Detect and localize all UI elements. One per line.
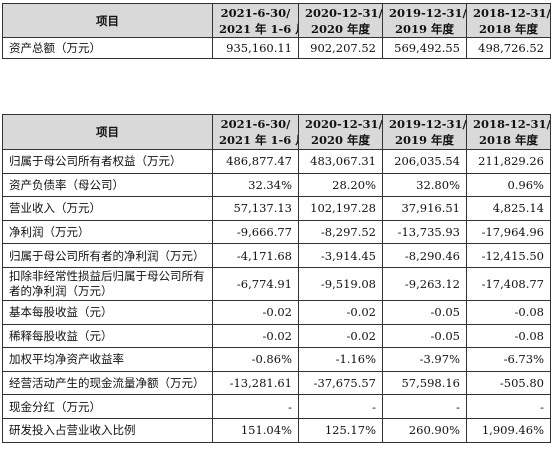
cell-2020: 483,067.31 (298, 149, 383, 174)
row-label: 经营活动产生的现金流量净额（万元） (2, 370, 213, 396)
header-2020: 2020-12-31/2020 年度 (298, 3, 383, 38)
cell-2019: -8,290.46 (382, 243, 467, 268)
cell-2020: 902,207.52 (298, 37, 383, 59)
row-label: 资产负债率（母公司） (2, 172, 213, 198)
table-row: 归属于母公司所有者的净利润（万元） -4,171.68 -3,914.45 -8… (2, 243, 551, 268)
cell-2020: -9,519.08 (298, 266, 383, 301)
cell-2019: -0.05 (382, 299, 467, 325)
cell-2020: -0.02 (298, 299, 383, 325)
row-label: 资产总额（万元） (2, 37, 213, 59)
table-row: 净利润（万元） -9,666.77 -8,297.52 -13,735.93 -… (2, 219, 551, 245)
table-row: 归属于母公司所有者权益（万元） 486,877.47 483,067.31 20… (2, 149, 551, 174)
cell-2021h1: 57,137.13 (212, 196, 299, 221)
cell-2019: 57,598.16 (382, 370, 467, 396)
cell-2020: 28.20% (298, 172, 383, 198)
header-item: 项目 (2, 114, 213, 150)
cell-2021h1: -6,774.91 (212, 266, 299, 301)
row-label: 现金分红（万元） (2, 394, 213, 419)
header-2021h1: 2021-6-30/2021 年 1-6 月 (212, 114, 299, 150)
cell-2019: 37,916.51 (382, 196, 467, 221)
total-assets-table: 项目 2021-6-30/2021 年 1-6 月 2020-12-31/202… (2, 3, 551, 59)
cell-2018: -0.08 (466, 323, 551, 349)
cell-2018: -505.80 (466, 370, 551, 396)
table-row: 资产总额（万元） 935,160.11 902,207.52 569,492.5… (2, 37, 551, 59)
cell-2018: -0.08 (466, 299, 551, 325)
row-label: 营业收入（万元） (2, 196, 213, 221)
cell-2018: 1,909.46% (466, 417, 551, 443)
row-label: 扣除非经常性损益后归属于母公司所有者的净利润（万元） (2, 266, 213, 301)
table-row: 扣除非经常性损益后归属于母公司所有者的净利润（万元） -6,774.91 -9,… (2, 266, 551, 301)
table-header-row: 项目 2021-6-30/2021 年 1-6 月 2020-12-31/202… (2, 114, 551, 150)
cell-2020: - (298, 394, 383, 419)
cell-2019: -9,263.12 (382, 266, 467, 301)
cell-2020: 125.17% (298, 417, 383, 443)
cell-2020: -37,675.57 (298, 370, 383, 396)
table-header-row: 项目 2021-6-30/2021 年 1-6 月 2020-12-31/202… (2, 3, 551, 38)
table-row: 稀释每股收益（元） -0.02 -0.02 -0.05 -0.08 (2, 323, 551, 349)
header-2019: 2019-12-31/2019 年度 (382, 114, 467, 150)
cell-2019: - (382, 394, 467, 419)
cell-2021h1: -0.02 (212, 299, 299, 325)
cell-2021h1: 32.34% (212, 172, 299, 198)
cell-2020: -1.16% (298, 347, 383, 372)
table-row: 现金分红（万元） - - - - (2, 394, 551, 419)
table-row: 经营活动产生的现金流量净额（万元） -13,281.61 -37,675.57 … (2, 370, 551, 396)
table-row: 加权平均净资产收益率 -0.86% -1.16% -3.97% -6.73% (2, 347, 551, 372)
cell-2021h1: -0.02 (212, 323, 299, 349)
cell-2021h1: -9,666.77 (212, 219, 299, 245)
cell-2018: -17,964.96 (466, 219, 551, 245)
row-label: 研发投入占营业收入比例 (2, 417, 213, 443)
row-label: 归属于母公司所有者权益（万元） (2, 149, 213, 174)
cell-2021h1: -0.86% (212, 347, 299, 372)
row-label: 归属于母公司所有者的净利润（万元） (2, 243, 213, 268)
financial-indicators-table: 项目 2021-6-30/2021 年 1-6 月 2020-12-31/202… (2, 114, 551, 443)
cell-2019: 206,035.54 (382, 149, 467, 174)
row-label: 基本每股收益（元） (2, 299, 213, 325)
row-label: 稀释每股收益（元） (2, 323, 213, 349)
cell-2020: -3,914.45 (298, 243, 383, 268)
cell-2018: -17,408.77 (466, 266, 551, 301)
cell-2018: 4,825.14 (466, 196, 551, 221)
cell-2020: -0.02 (298, 323, 383, 349)
table-row: 基本每股收益（元） -0.02 -0.02 -0.05 -0.08 (2, 299, 551, 325)
header-2021h1: 2021-6-30/2021 年 1-6 月 (212, 3, 299, 38)
cell-2021h1: -4,171.68 (212, 243, 299, 268)
cell-2019: -3.97% (382, 347, 467, 372)
cell-2018: 498,726.52 (466, 37, 551, 59)
row-label: 加权平均净资产收益率 (2, 347, 213, 372)
table-row: 资产负债率（母公司） 32.34% 28.20% 32.80% 0.96% (2, 172, 551, 198)
header-2019: 2019-12-31/2019 年度 (382, 3, 467, 38)
cell-2019: 260.90% (382, 417, 467, 443)
cell-2019: -0.05 (382, 323, 467, 349)
cell-2019: 32.80% (382, 172, 467, 198)
cell-2018: 0.96% (466, 172, 551, 198)
cell-2021h1: 935,160.11 (212, 37, 299, 59)
header-2018: 2018-12-31/2018 年度 (466, 3, 551, 38)
cell-2020: -8,297.52 (298, 219, 383, 245)
cell-2021h1: - (212, 394, 299, 419)
cell-2019: -13,735.93 (382, 219, 467, 245)
cell-2018: -12,415.50 (466, 243, 551, 268)
header-2020: 2020-12-31/2020 年度 (298, 114, 383, 150)
table-row: 营业收入（万元） 57,137.13 102,197.28 37,916.51 … (2, 196, 551, 221)
cell-2018: - (466, 394, 551, 419)
cell-2019: 569,492.55 (382, 37, 467, 59)
cell-2021h1: -13,281.61 (212, 370, 299, 396)
row-label: 净利润（万元） (2, 219, 213, 245)
table-row: 研发投入占营业收入比例 151.04% 125.17% 260.90% 1,90… (2, 417, 551, 443)
cell-2018: 211,829.26 (466, 149, 551, 174)
cell-2020: 102,197.28 (298, 196, 383, 221)
header-item: 项目 (2, 3, 213, 38)
cell-2021h1: 486,877.47 (212, 149, 299, 174)
cell-2018: -6.73% (466, 347, 551, 372)
header-2018: 2018-12-31/2018 年度 (466, 114, 551, 150)
cell-2021h1: 151.04% (212, 417, 299, 443)
